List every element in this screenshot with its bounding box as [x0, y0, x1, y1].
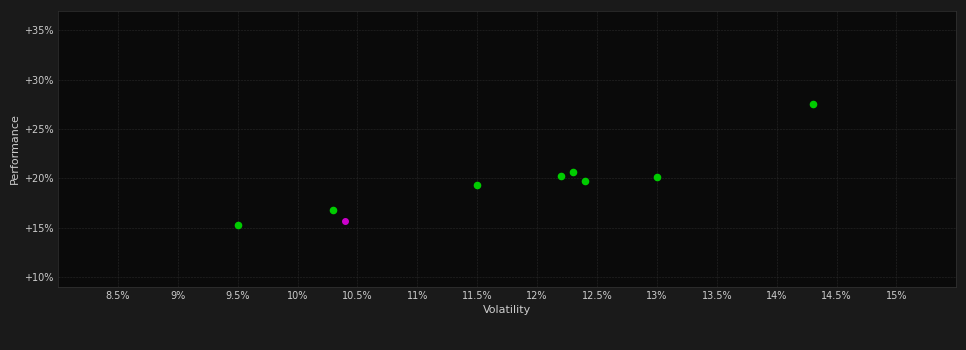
Point: [230, 222, 245, 228]
Point: [469, 182, 485, 188]
Point: [338, 218, 354, 224]
Point: [805, 102, 820, 107]
Point: [649, 175, 665, 180]
Y-axis label: Performance: Performance: [10, 113, 20, 184]
Point: [578, 178, 593, 184]
Point: [326, 207, 341, 213]
X-axis label: Volatility: Volatility: [483, 305, 531, 315]
Point: [554, 174, 569, 179]
Point: [565, 170, 581, 175]
